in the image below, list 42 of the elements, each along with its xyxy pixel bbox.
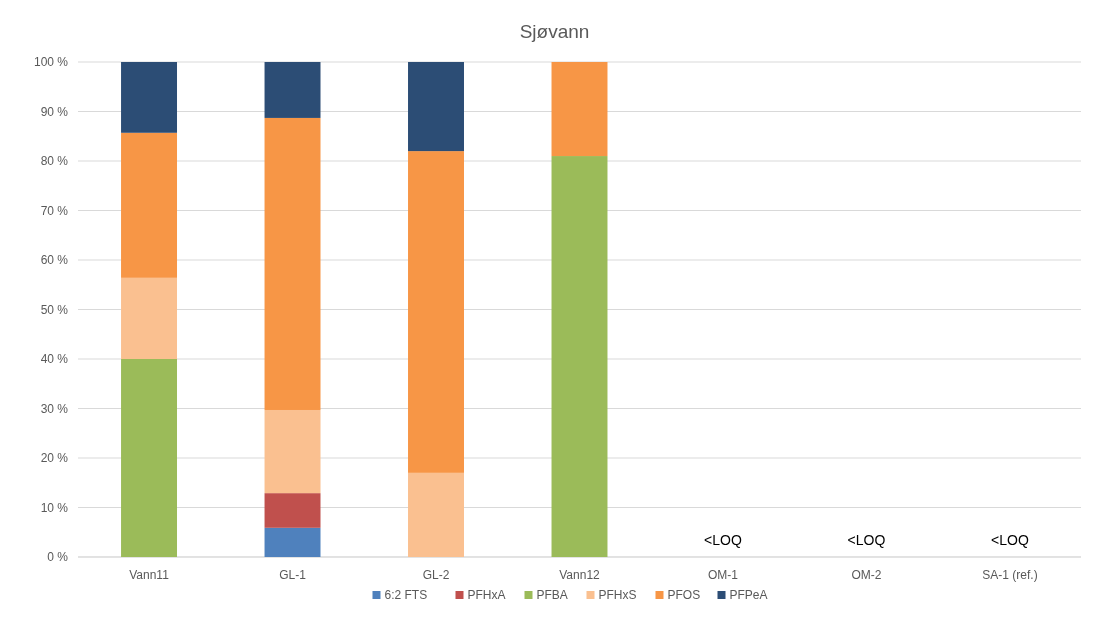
y-tick-label: 100 %	[33, 55, 69, 69]
bar	[121, 277, 178, 359]
y-tick-label: 80 %	[40, 154, 69, 168]
x-tick-label: Vann12	[559, 568, 601, 582]
bar	[264, 493, 321, 528]
bar	[264, 409, 321, 494]
annotation: <LOQ	[991, 532, 1029, 548]
y-tick-label: 50 %	[40, 302, 69, 317]
annotation: <LOQ	[847, 532, 886, 548]
x-tick-label: GL-2	[422, 568, 450, 582]
x-tick-label: GL-1	[279, 568, 307, 582]
bar	[121, 359, 178, 557]
y-tick-label: 20 %	[40, 451, 69, 465]
legend-label: PFHxA	[467, 588, 506, 602]
x-tick-label: SA-1 (ref.)	[982, 568, 1038, 582]
bar	[551, 156, 608, 557]
y-tick-label: 40 %	[40, 352, 69, 366]
legend-label: PFPeA	[729, 588, 768, 602]
y-tick-label: 60 %	[40, 253, 69, 267]
legend-label: PFHxS	[598, 588, 637, 602]
bar	[408, 472, 464, 557]
legend-label: 6:2 FTS	[384, 588, 428, 602]
bar	[408, 151, 464, 473]
y-tick-label: 10 %	[40, 500, 69, 515]
bar	[121, 132, 178, 278]
x-tick-label: Vann11	[129, 568, 170, 582]
chart-title: Sjøvann	[519, 21, 590, 42]
bar	[264, 62, 321, 118]
legend-label: PFBA	[536, 588, 568, 602]
y-tick-label: 0 %	[47, 550, 69, 564]
legend-label: PFOS	[667, 588, 701, 602]
annotation: <LOQ	[704, 532, 742, 548]
bar	[264, 527, 321, 557]
x-tick-label: OM-2	[851, 568, 882, 582]
y-tick-label: 30 %	[40, 401, 69, 416]
bar	[264, 117, 321, 410]
y-tick-label: 90 %	[40, 104, 69, 119]
bar	[551, 62, 608, 157]
bar	[121, 62, 178, 133]
x-tick-label: OM-1	[707, 568, 739, 582]
y-tick-label: 70 %	[40, 203, 69, 218]
bar	[408, 62, 464, 152]
